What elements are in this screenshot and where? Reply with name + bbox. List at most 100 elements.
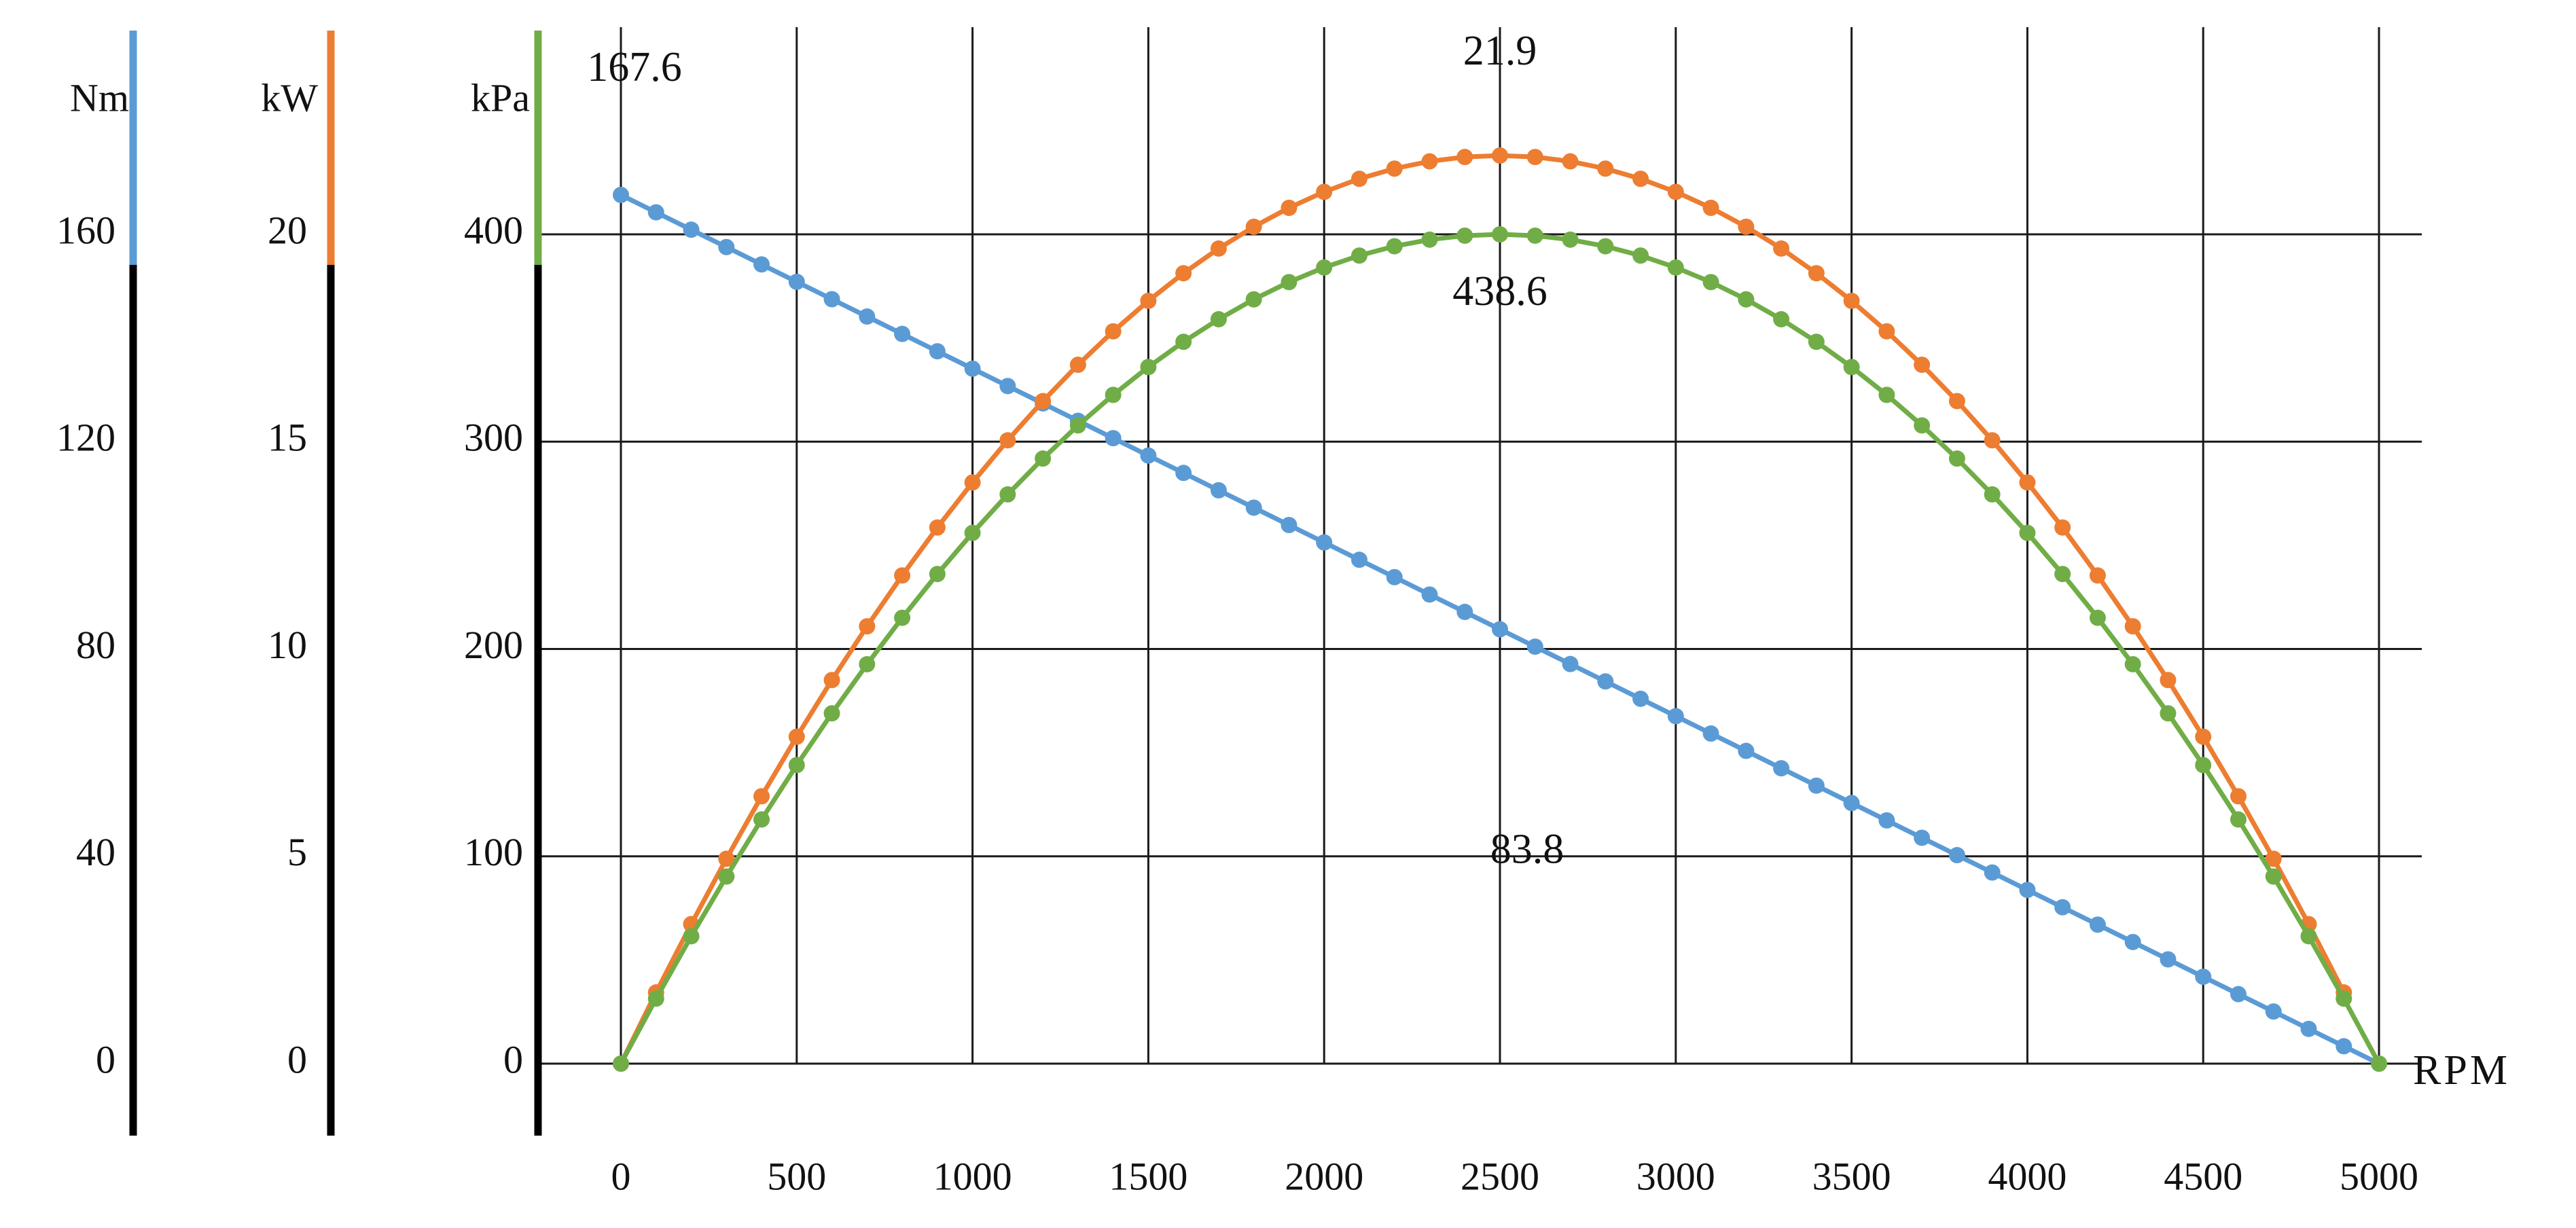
power-point (1808, 265, 1825, 282)
torque-point (613, 187, 629, 204)
torque-point (1492, 621, 1508, 638)
pressure-point (1738, 291, 1755, 308)
power-point (1738, 218, 1755, 235)
torque-point (718, 238, 735, 255)
power-tick-label: 10 (268, 623, 307, 667)
pressure-point (1632, 247, 1649, 264)
x-tick-label: 500 (767, 1154, 826, 1198)
pressure-point (1878, 386, 1895, 403)
x-tick-label: 5000 (2340, 1154, 2418, 1198)
power-point (1948, 393, 1965, 410)
power-point (1350, 170, 1367, 187)
pressure-point (1526, 227, 1543, 244)
torque-point (683, 221, 700, 238)
y-axes: Nm 0 40 80 120 160 kW 0 5 10 15 20 kPa 0 100 200 300 400 (56, 31, 542, 1136)
power-point (929, 519, 946, 536)
torque-point (2336, 1038, 2353, 1055)
torque-point (1808, 777, 1825, 794)
power-point (788, 728, 805, 745)
pressure-series (613, 226, 2387, 1072)
torque-point (964, 360, 981, 377)
power-point (1526, 149, 1543, 166)
torque-point (1773, 760, 1790, 777)
power-point (1667, 183, 1684, 200)
power-point (894, 567, 911, 584)
pressure-point (2300, 928, 2317, 945)
pressure-point (1281, 274, 1298, 291)
x-tick-label: 2000 (1285, 1154, 1363, 1198)
power-point (823, 672, 840, 689)
annotation-label: 21.9 (1463, 28, 1537, 74)
torque-point (2054, 899, 2071, 916)
power-point (753, 788, 770, 805)
torque-point (1140, 447, 1157, 464)
torque-point (894, 325, 911, 342)
torque-point (1948, 847, 1965, 864)
torque-point (2019, 882, 2036, 899)
pressure-point (2371, 1055, 2387, 1072)
pressure-point (2336, 990, 2353, 1007)
torque-tick-label: 120 (56, 416, 115, 460)
pressure-point (1456, 227, 1473, 244)
pressure-point (2019, 524, 2036, 541)
power-point (1843, 292, 1860, 309)
pressure-point (1210, 311, 1227, 328)
pressure-point (1140, 359, 1157, 376)
pressure-point (823, 705, 840, 722)
power-point (1914, 357, 1931, 374)
power-point (1281, 200, 1298, 217)
power-point (1562, 153, 1579, 170)
pressure-point (1105, 386, 1122, 403)
grid (538, 27, 2422, 1065)
power-point (1245, 218, 1262, 235)
torque-point (1667, 708, 1684, 725)
power-point (1316, 183, 1333, 200)
pressure-tick-label: 400 (464, 208, 523, 252)
torque-point (1316, 534, 1333, 551)
pressure-point (1492, 226, 1508, 242)
power-point (2054, 519, 2071, 536)
power-point (1456, 149, 1473, 166)
power-point (1210, 240, 1227, 257)
torque-point (647, 204, 664, 221)
torque-point (1632, 690, 1649, 707)
power-point (859, 618, 876, 635)
power-point (1386, 160, 1403, 177)
pressure-tick-label: 100 (464, 830, 523, 874)
power-point (2195, 728, 2212, 745)
pressure-point (753, 811, 770, 828)
power-point (1069, 357, 1086, 374)
pressure-axis-unit: kPa (471, 75, 530, 120)
pressure-point (1350, 247, 1367, 264)
power-point (1492, 147, 1508, 164)
power-point (2265, 850, 2282, 867)
pressure-point (613, 1055, 629, 1072)
pressure-point (1386, 238, 1403, 255)
x-tick-label: 3500 (1812, 1154, 1891, 1198)
annotation-label: 167.6 (587, 44, 682, 90)
torque-axis-unit: Nm (70, 75, 129, 120)
pressure-point (1948, 450, 1965, 467)
power-point (2124, 618, 2141, 635)
pressure-point (2230, 811, 2247, 828)
power-point (1175, 265, 1192, 282)
x-tick-label: 0 (611, 1154, 631, 1198)
torque-point (1702, 725, 1719, 742)
power-point (718, 850, 735, 867)
pressure-tick-label: 300 (464, 416, 523, 460)
torque-point (2230, 986, 2247, 1003)
pressure-point (1843, 359, 1860, 376)
pressure-point (929, 566, 946, 583)
torque-point (1456, 603, 1473, 620)
power-point (1140, 292, 1157, 309)
pressure-point (1316, 259, 1333, 276)
torque-series (613, 187, 2387, 1072)
pressure-point (859, 655, 876, 672)
power-tick-label: 15 (268, 416, 307, 460)
torque-point (1281, 517, 1298, 534)
annotation-label: 438.6 (1452, 268, 1548, 314)
torque-point (2265, 1003, 2282, 1020)
pressure-point (1245, 291, 1262, 308)
power-line (618, 153, 2346, 1065)
